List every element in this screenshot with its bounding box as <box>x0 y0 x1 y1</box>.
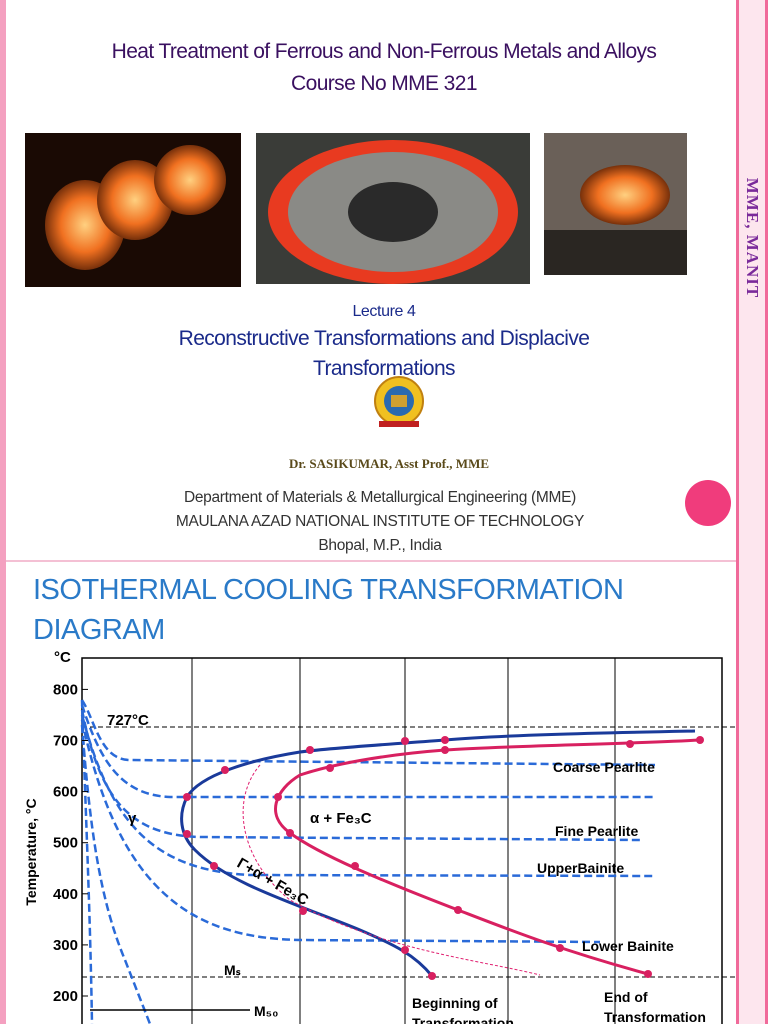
y-tick-label: 200 <box>53 988 78 1005</box>
end-label: End of <box>604 989 648 1005</box>
y-tick-label: 500 <box>53 835 78 852</box>
slide-title: DIAGRAM <box>33 614 165 646</box>
photos <box>25 133 687 287</box>
gamma-label: γ <box>128 810 137 827</box>
y-tick-label: 400 <box>53 886 78 903</box>
fine-pearlite: Fine Pearlite <box>555 823 638 839</box>
lecture-title: Reconstructive Transformations and Displ… <box>178 327 590 350</box>
coarse-pearlite: Coarse Pearlite <box>553 759 655 775</box>
unit-label: °C <box>54 649 71 666</box>
institute: MAULANA AZAD NATIONAL INSTITUTE OF TECHN… <box>175 513 585 530</box>
y-tick-label: 300 <box>53 937 78 954</box>
casting <box>154 145 226 215</box>
m50-label: M₅₀ <box>254 1003 278 1019</box>
begin-label: Transformation <box>412 1015 514 1024</box>
sidebar-text: MME, MANIT <box>743 177 762 299</box>
plot-frame <box>81 657 723 1024</box>
fifty-percent-curve <box>242 764 541 976</box>
course-number: Course No MME 321 <box>291 72 477 95</box>
ttt-diagram: °C Temperature, °C 727°C Coarse Pearlite… <box>23 649 736 1024</box>
upper-bainite: UpperBainite <box>537 860 624 876</box>
roll <box>580 165 670 225</box>
ms-label: Mₛ <box>224 962 241 978</box>
sidebar <box>736 0 768 1024</box>
y-tick-label: 700 <box>53 733 78 750</box>
y-tick-label: 800 <box>53 681 78 698</box>
vertical-grid <box>191 658 616 1024</box>
left-border <box>0 0 6 1024</box>
rolls-base <box>544 230 687 275</box>
end-label: Transformation <box>604 1009 706 1024</box>
end-curve <box>274 738 701 976</box>
begin-label: Beginning of <box>412 995 498 1011</box>
lecture-title: Transformations <box>313 357 456 380</box>
logo <box>374 376 424 427</box>
author: Dr. SASIKUMAR, Asst Prof., MME <box>288 456 490 471</box>
lecture-number: Lecture 4 <box>352 303 416 320</box>
eutectoid-label: 727°C <box>107 712 149 729</box>
location: Bhopal, M.P., India <box>318 537 442 554</box>
lower-bainite: Lower Bainite <box>582 938 674 954</box>
data-dots <box>183 736 704 980</box>
pink-dot <box>685 480 731 526</box>
slide-title: ISOTHERMAL COOLING TRANSFORMATION <box>33 574 624 606</box>
alpha-label: α + Fe₃C <box>310 810 372 827</box>
y-tick-label: 600 <box>53 784 78 801</box>
gear-hub <box>348 182 438 242</box>
y-axis-label: Temperature, °C <box>23 798 39 905</box>
slide-divider <box>6 560 736 562</box>
department: Department of Materials & Metallurgical … <box>183 489 577 506</box>
course-title: Heat Treatment of Ferrous and Non-Ferrou… <box>111 40 657 63</box>
begin-curve <box>180 729 696 977</box>
